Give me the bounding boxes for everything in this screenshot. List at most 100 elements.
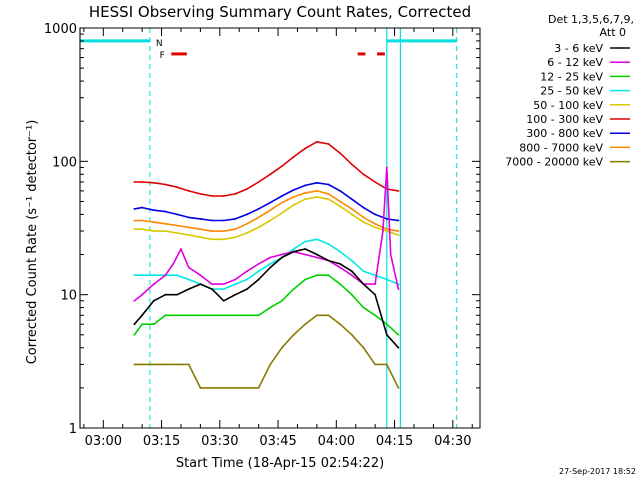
series-point-50-100-kev <box>257 226 260 229</box>
series-point-50-100-kev <box>222 238 225 241</box>
y-axis-label: Corrected Count Rate (s⁻¹ detector⁻¹) <box>25 120 40 365</box>
footer-date: 27-Sep-2017 18:52 <box>559 467 636 476</box>
series-point-100-300-kev <box>211 195 213 197</box>
series-point-25-50-kev <box>176 274 178 277</box>
series-point-800-7000-kev <box>187 226 190 229</box>
series-point-3-6-kev <box>339 263 342 265</box>
series-point-100-300-kev <box>315 140 318 143</box>
series-line-25-50-kev <box>134 238 399 290</box>
series-point-7000-20000-kev <box>327 314 330 317</box>
series-point-12-25-kev <box>187 314 190 317</box>
series-point-12-25-kev <box>397 333 400 336</box>
series-point-100-300-kev <box>246 188 248 190</box>
series-point-300-800-kev <box>176 213 178 216</box>
series-point-50-100-kev <box>304 198 307 201</box>
series-point-100-300-kev <box>222 195 225 197</box>
series-point-100-300-kev <box>327 143 330 145</box>
legend-header-attenuator: Att 0 <box>600 26 626 39</box>
series-point-25-50-kev <box>133 274 136 277</box>
series-point-800-7000-kev <box>269 209 272 212</box>
series-line-7000-20000-kev <box>134 314 400 389</box>
series-point-25-50-kev <box>234 283 237 286</box>
x-axis: 03:00 03:15 03:30 03:45 04:00 04:15 04:30 <box>83 28 473 449</box>
y-axis: 1 10 100 1000 <box>44 22 480 437</box>
series-point-100-300-kev <box>141 181 144 183</box>
series-point-6-12-kev <box>389 253 392 256</box>
series-point-100-300-kev <box>397 190 400 192</box>
series-point-800-7000-kev <box>385 228 388 231</box>
series-point-12-25-kev <box>164 314 167 317</box>
series-point-25-50-kev <box>327 243 330 245</box>
series-point-800-7000-kev <box>257 216 260 219</box>
chart-marks-layer: NF <box>79 28 458 428</box>
y-tick-label: 1 <box>69 422 77 437</box>
series-point-300-800-kev <box>269 201 272 204</box>
series-point-300-800-kev <box>222 219 225 222</box>
series-point-800-7000-kev <box>362 216 365 219</box>
x-tick-label: 04:00 <box>318 434 355 449</box>
series-6-12-kev <box>133 166 400 302</box>
series-point-3-6-kev <box>397 346 400 349</box>
series-point-25-50-kev <box>246 278 248 281</box>
series-point-7000-20000-kev <box>374 363 377 366</box>
series-point-12-25-kev <box>304 278 307 281</box>
series-point-300-800-kev <box>315 181 318 184</box>
series-point-25-50-kev <box>152 274 155 277</box>
series-point-6-12-kev <box>141 293 144 296</box>
series-point-25-50-kev <box>304 240 307 243</box>
series-point-12-25-kev <box>339 283 342 286</box>
series-point-300-800-kev <box>234 218 237 220</box>
series-point-3-6-kev <box>350 270 353 273</box>
series-point-7000-20000-kev <box>187 363 190 366</box>
series-point-6-12-kev <box>281 253 283 256</box>
series-point-50-100-kev <box>397 234 400 236</box>
series-point-3-6-kev <box>269 266 272 269</box>
series-point-7000-20000-kev <box>141 363 144 366</box>
series-point-7000-20000-kev <box>152 363 155 366</box>
series-point-6-12-kev <box>180 248 182 250</box>
series-point-12-25-kev <box>281 299 283 302</box>
series-point-50-100-kev <box>199 236 202 239</box>
series-point-300-800-kev <box>199 218 202 220</box>
series-point-6-12-kev <box>397 288 400 291</box>
x-tick-label: 03:45 <box>259 434 296 449</box>
series-point-300-800-kev <box>385 218 388 220</box>
legend-label: 100 - 300 keV <box>526 113 603 126</box>
series-point-100-300-kev <box>234 192 237 195</box>
series-point-12-25-kev <box>199 314 202 317</box>
legend-label: 300 - 800 keV <box>526 127 603 140</box>
series-point-50-100-kev <box>269 219 272 222</box>
series-point-300-800-kev <box>152 209 155 212</box>
series-point-25-50-kev <box>257 270 260 273</box>
series-point-12-25-kev <box>315 274 318 277</box>
series-point-12-25-kev <box>374 314 377 317</box>
legend-entry-50-100-kev: 50 - 100 keV <box>533 99 630 112</box>
flare-marker: F <box>160 51 165 61</box>
x-tick-label: 04:15 <box>376 434 413 449</box>
plot-area: NF <box>79 27 481 429</box>
series-point-800-7000-kev <box>397 230 400 232</box>
series-point-100-300-kev <box>350 163 353 166</box>
series-point-3-6-kev <box>199 283 202 286</box>
series-point-6-12-kev <box>385 166 388 169</box>
series-point-100-300-kev <box>187 190 190 192</box>
series-point-300-800-kev <box>187 216 190 219</box>
x-tick-label: 03:15 <box>143 434 180 449</box>
series-point-300-800-kev <box>339 190 342 192</box>
series-point-300-800-kev <box>350 198 353 201</box>
series-point-7000-20000-kev <box>164 363 167 366</box>
legend-label: 800 - 7000 keV <box>519 141 603 154</box>
legend-entry-300-800-kev: 300 - 800 keV <box>526 127 630 140</box>
series-point-300-800-kev <box>281 195 283 197</box>
series-point-6-12-kev <box>374 283 377 286</box>
series-point-50-100-kev <box>315 196 318 198</box>
series-point-800-7000-kev <box>234 228 237 231</box>
series-point-100-300-kev <box>374 181 377 183</box>
legend-header-detectors: Det 1,3,5,6,7,9, <box>548 13 634 26</box>
series-point-300-800-kev <box>211 219 213 222</box>
legend-label: 25 - 50 keV <box>540 85 603 98</box>
series-point-800-7000-kev <box>211 230 213 232</box>
series-point-6-12-kev <box>382 230 384 232</box>
